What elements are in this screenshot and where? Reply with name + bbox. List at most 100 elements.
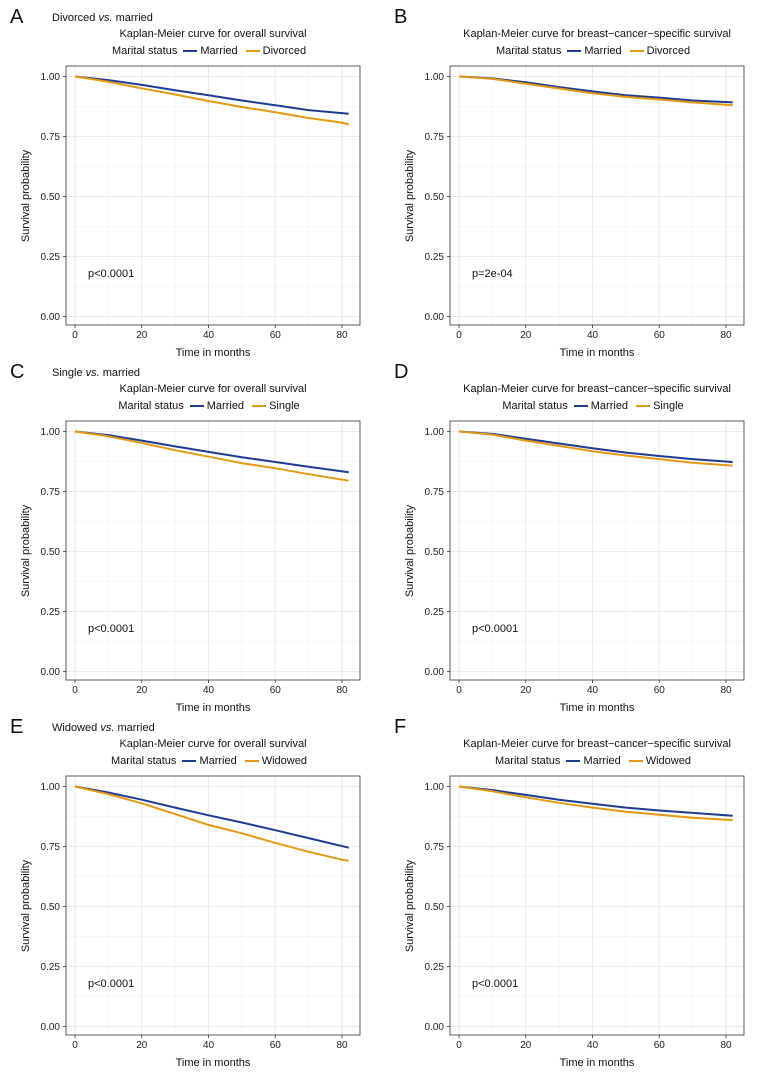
panel-letter: C	[10, 361, 25, 383]
y-tick-label: 0.75	[425, 842, 445, 853]
chart-title: Kaplan-Meier curve for overall survival	[119, 28, 307, 40]
legend-title: Marital status	[502, 400, 568, 412]
x-tick-label: 80	[720, 330, 732, 341]
legend-swatch	[189, 405, 204, 407]
panel-letter: A	[10, 6, 24, 28]
panel-b: B Kaplan-Meier curve for breast−cancer−s…	[384, 0, 768, 359]
y-tick-label: 0.75	[41, 487, 61, 498]
x-tick-label: 40	[587, 330, 599, 341]
legend-item-comparison: Widowed	[628, 755, 691, 767]
x-tick-label: 0	[72, 330, 78, 341]
legend: Marital status Married Divorced	[66, 45, 360, 57]
x-tick-label: 60	[654, 1040, 666, 1051]
x-axis-label: Time in months	[559, 1057, 635, 1069]
legend-item-married: Married	[189, 400, 244, 412]
plot-border	[449, 420, 745, 681]
legend-item-comparison: Divorced	[245, 45, 306, 57]
legend-title: Marital status	[495, 45, 562, 57]
legend-title: Marital status	[111, 755, 177, 767]
x-axis-label: Time in months	[559, 347, 635, 359]
x-tick-label: 60	[654, 685, 666, 696]
chart-title: Kaplan-Meier curve for breast−cancer−spe…	[463, 383, 731, 395]
y-tick-label: 1.00	[425, 72, 445, 83]
x-tick-label: 20	[136, 685, 148, 696]
x-tick-label: 60	[654, 330, 666, 341]
km-plot: 0 20 40 60 80 0.00 0.25 0.50 0.75 1.00	[425, 775, 745, 1051]
survival-curve-married	[74, 430, 349, 474]
y-tick-label: 1.00	[425, 427, 445, 438]
comparison-label: Single vs. married	[52, 367, 141, 379]
x-tick-label: 40	[203, 330, 215, 341]
km-plot: 0 20 40 60 80 0.00 0.25 0.50 0.75 1.00	[425, 420, 745, 696]
panel-c: C Single vs. married Kaplan-Meier curve …	[0, 355, 384, 714]
survival-curve-widowed	[458, 785, 733, 822]
y-tick-label: 0.50	[41, 547, 61, 558]
legend-swatch	[244, 760, 259, 762]
y-tick-label: 0.75	[41, 842, 61, 853]
chart-title: Kaplan-Meier curve for overall survival	[119, 738, 307, 750]
x-tick-label: 40	[587, 685, 599, 696]
legend-item-married: Married	[573, 400, 628, 412]
p-value: p<0.0001	[472, 978, 519, 990]
y-tick-label: 0.00	[425, 667, 445, 678]
plot-background	[66, 66, 360, 325]
chart-title: Kaplan-Meier curve for breast−cancer−spe…	[463, 738, 731, 750]
y-tick-label: 1.00	[41, 72, 61, 83]
survival-curve-single	[74, 430, 349, 482]
survival-curve-married	[74, 75, 349, 115]
survival-curve-divorced	[74, 75, 349, 126]
panel-letter: D	[394, 361, 409, 383]
x-tick-label: 0	[72, 1040, 78, 1051]
x-tick-label: 40	[203, 685, 215, 696]
legend-item-married: Married	[567, 45, 622, 57]
y-tick-label: 0.25	[41, 252, 61, 263]
y-tick-label: 0.50	[425, 192, 445, 203]
x-axis-label: Time in months	[559, 702, 635, 714]
y-tick-label: 0.00	[41, 312, 61, 323]
legend-swatch	[573, 405, 588, 407]
legend-item-comparison: Widowed	[244, 755, 307, 767]
y-tick-label: 1.00	[41, 782, 61, 793]
x-tick-label: 60	[270, 1040, 282, 1051]
y-axis-label: Survival probability	[20, 859, 32, 953]
legend-item-comparison: Divorced	[629, 45, 690, 57]
legend: Marital status Married Widowed	[66, 755, 360, 767]
plot-background	[450, 776, 744, 1035]
y-axis-label: Survival probability	[20, 149, 32, 243]
chart-title: Kaplan-Meier curve for overall survival	[119, 383, 307, 395]
x-tick-label: 40	[587, 1040, 599, 1051]
survival-curve-married	[74, 785, 349, 849]
x-axis-label: Time in months	[175, 347, 251, 359]
legend-swatch	[636, 405, 651, 407]
y-tick-label: 0.75	[425, 487, 445, 498]
km-plot: 0 20 40 60 80 0.00 0.25 0.50 0.75 1.00	[41, 65, 361, 341]
legend-swatch	[252, 405, 267, 407]
legend-item-comparison: Single	[636, 400, 684, 412]
p-value: p=2e-04	[472, 268, 513, 280]
panel-letter: B	[394, 6, 408, 28]
y-tick-label: 0.25	[425, 962, 445, 973]
legend: Marital status Married Single	[66, 400, 360, 412]
comparison-label: Widowed vs. married	[52, 722, 155, 734]
survival-curve-divorced	[458, 75, 733, 107]
x-tick-label: 60	[270, 330, 282, 341]
x-tick-label: 40	[203, 1040, 215, 1051]
panel-f: F Kaplan-Meier curve for breast−cancer−s…	[384, 710, 768, 1069]
legend-item-married: Married	[182, 755, 237, 767]
legend-item-married: Married	[183, 45, 238, 57]
plot-border	[65, 65, 361, 326]
y-axis-label: Survival probability	[404, 504, 416, 598]
legend-title: Marital status	[111, 45, 178, 57]
y-tick-label: 0.25	[425, 607, 445, 618]
legend-title: Marital status	[118, 400, 184, 412]
y-tick-label: 0.75	[425, 132, 445, 143]
comparison-label: Divorced vs. married	[52, 12, 153, 24]
p-value: p<0.0001	[88, 623, 135, 635]
chart-title: Kaplan-Meier curve for breast−cancer−spe…	[463, 28, 731, 40]
survival-curve-married	[458, 430, 733, 463]
x-axis-label: Time in months	[175, 702, 251, 714]
p-value: p<0.0001	[88, 978, 135, 990]
plot-background	[66, 776, 360, 1035]
x-tick-label: 0	[72, 685, 78, 696]
plot-background	[450, 66, 744, 325]
